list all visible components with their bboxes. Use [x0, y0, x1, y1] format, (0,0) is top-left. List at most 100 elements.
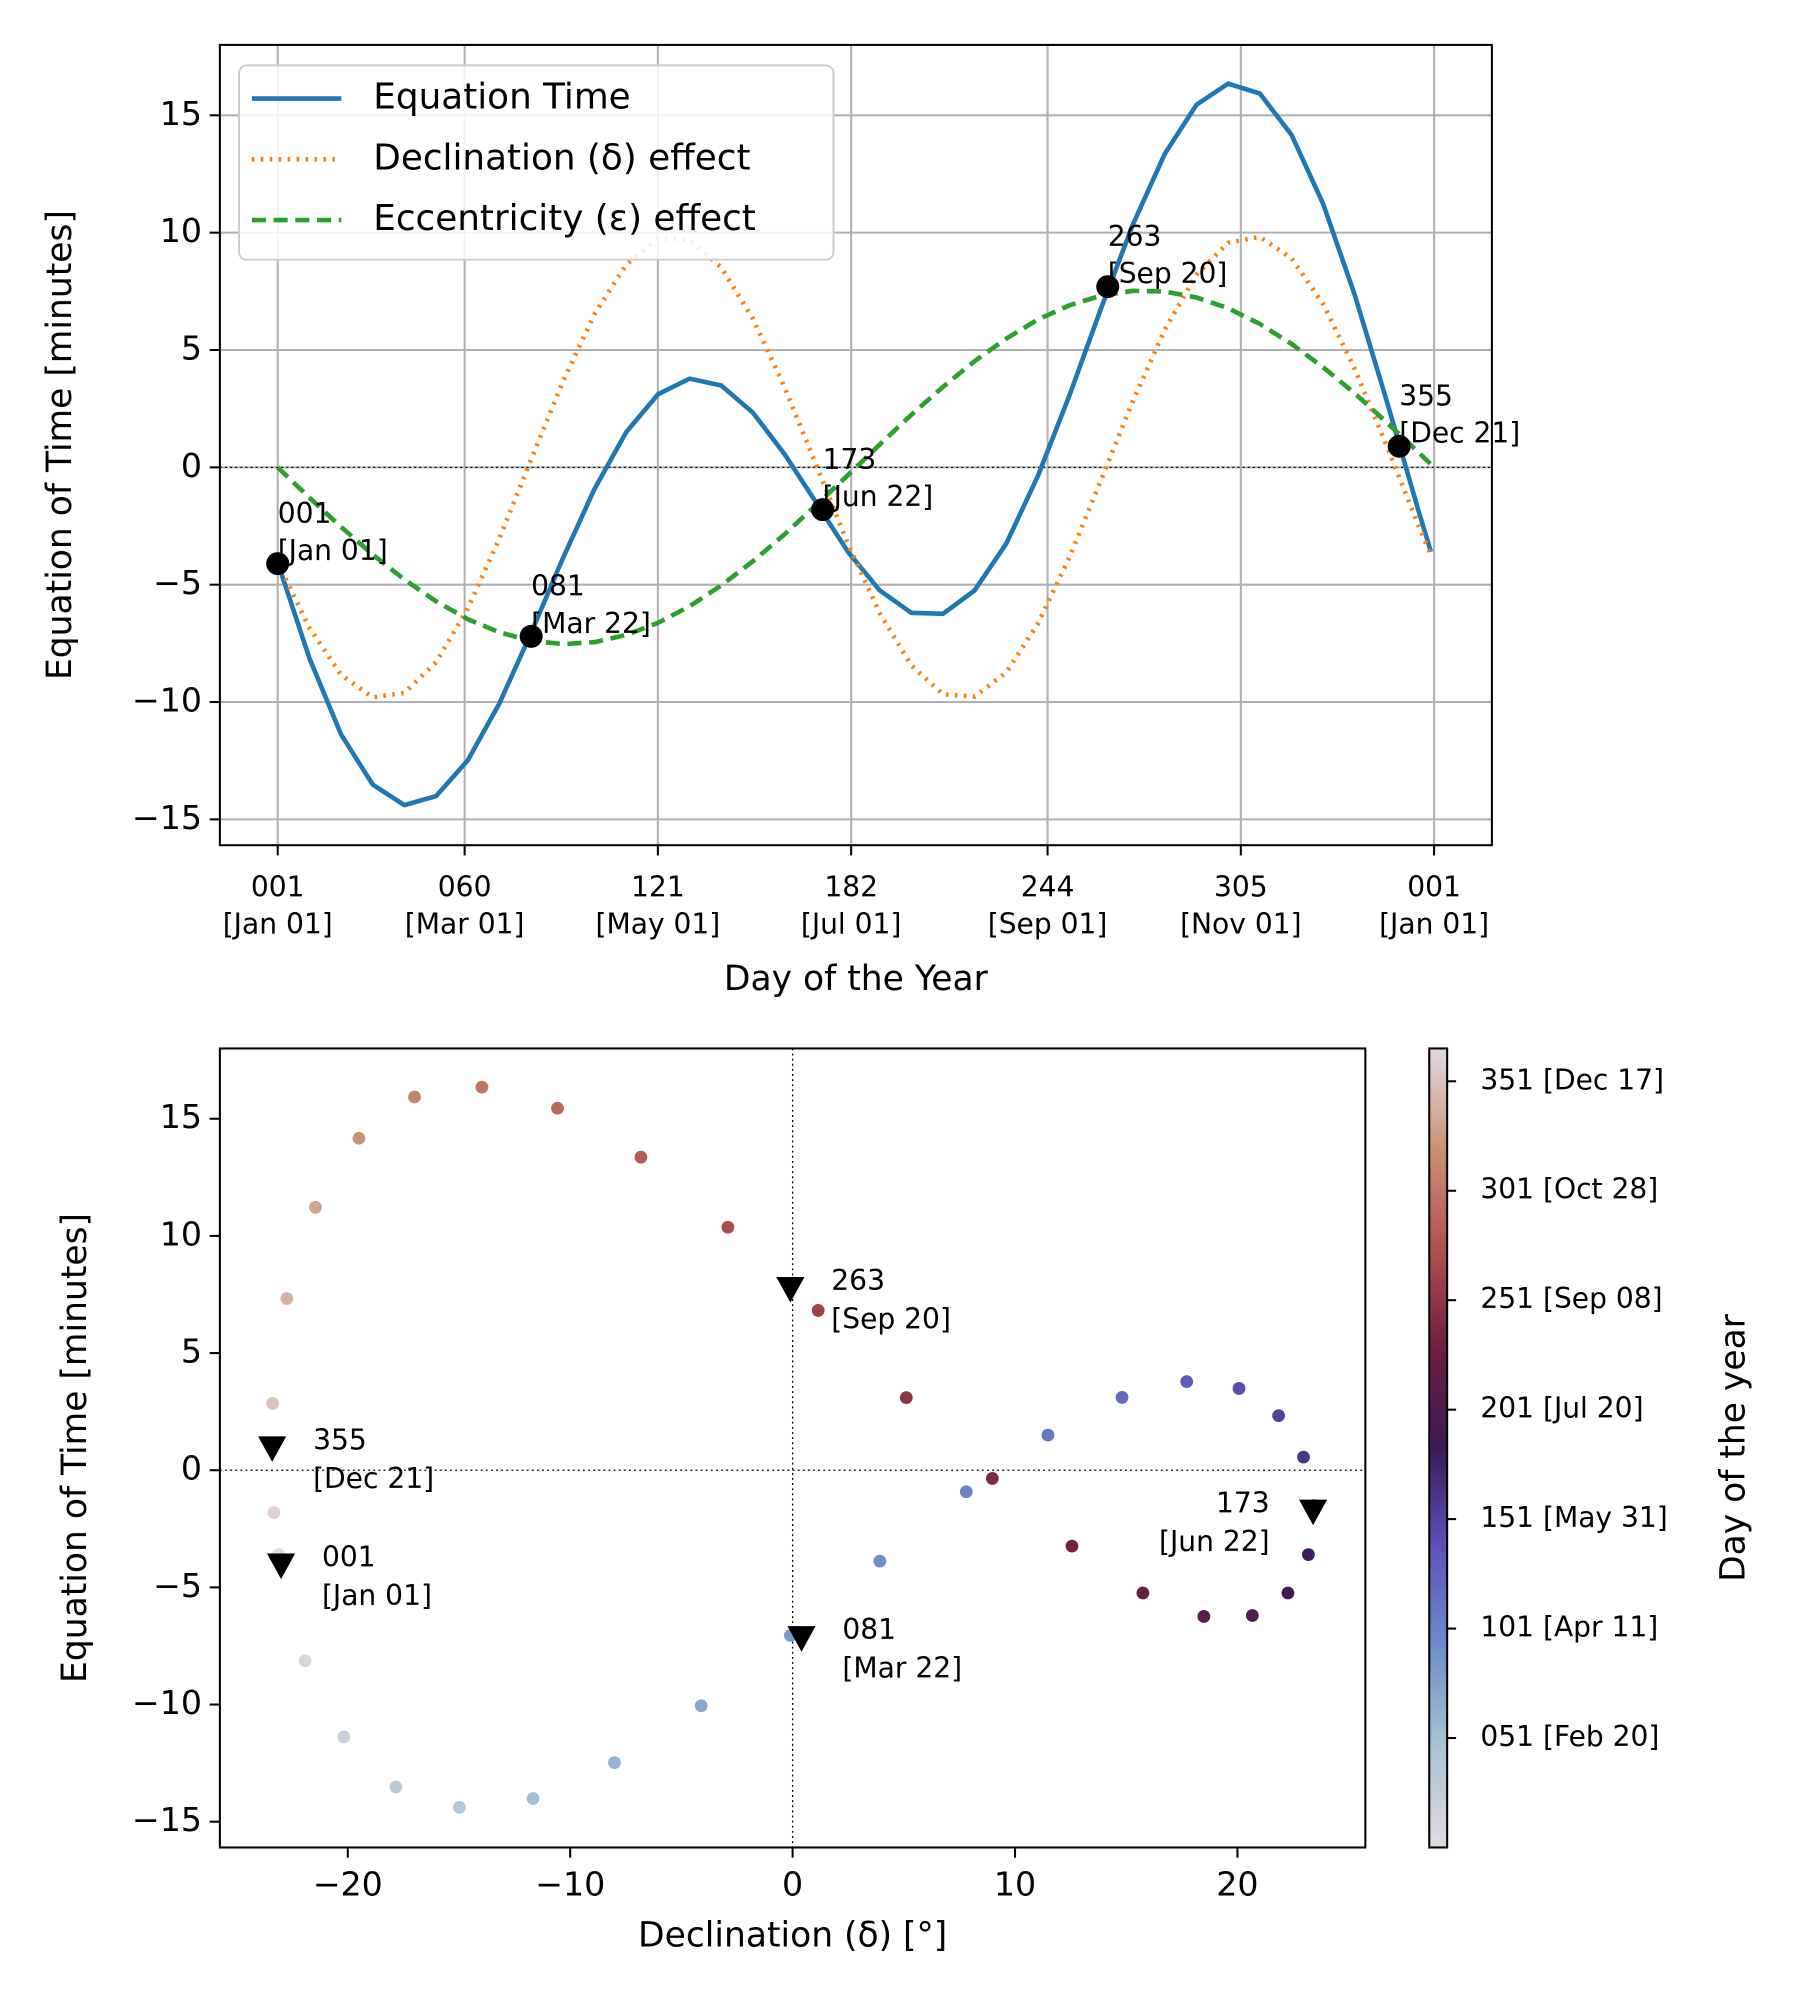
annotation-marker [258, 1436, 287, 1462]
x-tick-label: 0 [782, 1864, 803, 1903]
scatter-point [721, 1220, 735, 1234]
series-line [275, 234, 1434, 700]
legend-label: Eccentricity (ε) effect [373, 198, 756, 239]
colorbar-tick-label: 351 [Dec 17] [1480, 1063, 1664, 1096]
scatter-point [873, 1554, 887, 1568]
scatter-point [608, 1756, 621, 1770]
x-tick-label-line: 244 [1021, 871, 1075, 904]
annotation-label: 355 [Dec 21] [1399, 380, 1520, 450]
x-tick-label-line: 001 [1407, 871, 1461, 904]
y-tick-label: 0 [181, 446, 202, 485]
x-tick-label: 001 [Jan 01] [223, 871, 333, 941]
y-tick-label: 10 [160, 1214, 202, 1253]
scatter-point [337, 1730, 351, 1744]
annotation-marker [1096, 275, 1120, 299]
annotation-marker [519, 624, 543, 648]
annotation-label-line: 263 [831, 1264, 885, 1297]
colorbar-tick-label: 051 [Feb 20] [1480, 1720, 1659, 1753]
scatter-point [811, 1304, 825, 1317]
colorbar-tick-label: 251 [Sep 08] [1480, 1282, 1662, 1315]
scatter-point [1180, 1375, 1194, 1389]
x-tick-label: 305 [Nov 01] [1180, 871, 1302, 941]
colorbar-tick-label: 201 [Jul 20] [1480, 1392, 1643, 1425]
legend: Equation Time Declination (δ) effect Eccen… [238, 64, 835, 261]
x-tick-label: 182 [Jul 01] [801, 871, 902, 941]
legend-label: Declination (δ) effect [373, 137, 750, 178]
x-tick-label: −20 [313, 1864, 383, 1903]
y-tick-label: −15 [132, 1800, 202, 1839]
annotation-label-line: 001 [322, 1541, 376, 1574]
annotation-label-line: 355 [1399, 380, 1453, 413]
x-tick-label: 001 [Jan 01] [1379, 871, 1489, 941]
scatter-point [453, 1801, 466, 1814]
x-tick-label-line: [Jan 01] [223, 908, 333, 941]
annotation-label-line: 355 [313, 1423, 367, 1456]
scatter-point [266, 1397, 279, 1410]
y-tick-label: 15 [160, 1097, 202, 1136]
annotation-label-line: [Dec 21] [1399, 417, 1520, 450]
annotation-marker [787, 1626, 816, 1652]
annotation-marker [1299, 1499, 1328, 1526]
y-tick-label: 5 [181, 329, 202, 368]
x-tick-label: 121 [May 01] [596, 871, 721, 941]
scatter-point [634, 1150, 648, 1164]
x-tick-label: −10 [535, 1864, 605, 1903]
annotation-label-line: [Sep 20] [831, 1302, 951, 1335]
annotation-label-line: 173 [823, 443, 877, 476]
scatter-point [985, 1472, 999, 1485]
annotation-marker [776, 1277, 805, 1303]
scatter-point [1302, 1548, 1315, 1561]
scatter-point [959, 1485, 973, 1499]
annotation-label: 001 [Jan 01] [322, 1541, 432, 1612]
annotation-marker [266, 552, 290, 576]
scatter-point [389, 1780, 403, 1794]
annotation-label: 263 [Sep 20] [1108, 220, 1228, 290]
x-tick-label: 20 [1216, 1864, 1258, 1903]
x-axis-label: Day of the Year [724, 959, 989, 999]
colorbar-tick-label: 151 [May 31] [1480, 1501, 1667, 1534]
x-tick-label-line: [Mar 01] [405, 908, 525, 941]
scatter-point [475, 1080, 489, 1094]
scatter-point [694, 1699, 708, 1713]
annotation-label-line: 263 [1108, 220, 1162, 253]
y-axis-label: Equation of Time [minutes] [55, 1213, 95, 1683]
annotation-label-line: 173 [1216, 1487, 1270, 1520]
scatter-point [1115, 1390, 1129, 1404]
colorbar-tick-label: 101 [Apr 11] [1480, 1611, 1658, 1644]
y-tick-label: −5 [153, 1566, 202, 1605]
legend-label: Equation Time [373, 77, 630, 118]
series-line [276, 288, 1433, 647]
y-tick-label: −10 [132, 681, 202, 720]
annotation-label-line: [Jan 01] [322, 1579, 432, 1612]
scatter-point [298, 1654, 312, 1668]
y-tick-label: −10 [132, 1683, 202, 1722]
x-tick-label-line: 121 [631, 871, 685, 904]
annotation-label-line: [Jun 22] [1159, 1525, 1270, 1558]
x-tick-label-line: [Jul 01] [801, 908, 902, 941]
axes-frame [218, 43, 1493, 847]
scatter-point [1272, 1409, 1285, 1423]
x-tick-label-line: [May 01] [596, 908, 721, 941]
x-tick-label-line: 305 [1214, 871, 1268, 904]
x-tick-label-line: [Jan 01] [1379, 908, 1489, 941]
annotation-label-line: [Sep 20] [1108, 257, 1228, 290]
y-tick-label: 5 [181, 1332, 202, 1371]
y-tick-label: 0 [181, 1449, 202, 1488]
x-axis-label: Declination (δ) [°] [638, 1915, 947, 1955]
scatter-point [309, 1200, 322, 1214]
annotation-label-line: [Jun 22] [823, 480, 934, 513]
scatter-point [1136, 1586, 1150, 1600]
series-line [275, 81, 1434, 808]
scatter-point [1041, 1428, 1055, 1442]
colorbar-label: Day of the year [1713, 1313, 1753, 1582]
scatter-point [899, 1391, 913, 1404]
x-tick-label-line: [Sep 01] [988, 908, 1108, 941]
annotation-label: 173 [Jun 22] [1159, 1487, 1270, 1558]
scatter-point [408, 1090, 421, 1104]
y-tick-label: 10 [160, 211, 202, 250]
annotation-label: 173 [Jun 22] [823, 443, 934, 513]
y-tick-label: 15 [160, 94, 202, 133]
x-tick-label-line: 182 [824, 871, 878, 904]
x-tick-label-line: 001 [251, 871, 305, 904]
